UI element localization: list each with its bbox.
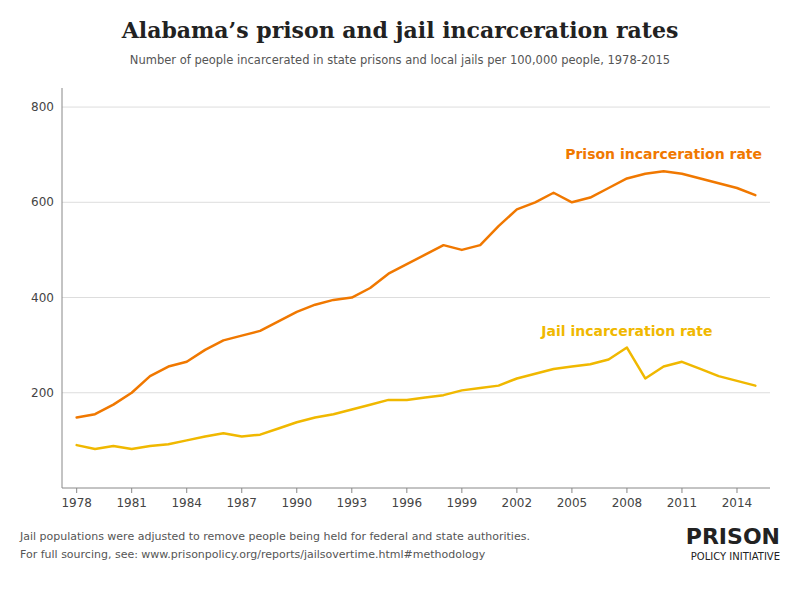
x-tick-label: 1987 bbox=[226, 496, 257, 510]
grid-line bbox=[62, 202, 770, 203]
x-tick-label: 1996 bbox=[392, 496, 423, 510]
y-tick-label: 200 bbox=[31, 386, 54, 400]
x-tick-label: 2002 bbox=[502, 496, 533, 510]
x-tick bbox=[516, 488, 517, 493]
x-tick-label: 1984 bbox=[171, 496, 202, 510]
x-tick bbox=[571, 488, 572, 493]
x-tick-label: 1978 bbox=[61, 496, 92, 510]
title: Alabama’s prison and jail incarceration … bbox=[121, 17, 679, 43]
x-tick-label: 1999 bbox=[447, 496, 478, 510]
x-tick-label: 2011 bbox=[667, 496, 698, 510]
x-tick bbox=[351, 488, 352, 493]
series-line bbox=[77, 171, 756, 417]
x-tick bbox=[626, 488, 627, 493]
x-tick-label: 1993 bbox=[337, 496, 368, 510]
x-tick bbox=[131, 488, 132, 493]
x-tick-label: 1981 bbox=[116, 496, 147, 510]
x-tick-label: 2014 bbox=[722, 496, 753, 510]
series-label: Prison incarceration rate bbox=[565, 146, 762, 162]
x-tick bbox=[406, 488, 407, 493]
grid bbox=[62, 107, 770, 393]
footnote: Jail populations were adjusted to remove… bbox=[19, 530, 530, 543]
x-tick bbox=[296, 488, 297, 493]
grid-line bbox=[62, 107, 770, 108]
x-tick-label: 2008 bbox=[612, 496, 643, 510]
series-line bbox=[77, 348, 756, 449]
background bbox=[0, 0, 800, 600]
logo: PRISON bbox=[686, 524, 780, 549]
x-tick-label: 2005 bbox=[557, 496, 588, 510]
x-axis bbox=[62, 488, 770, 489]
y-tick-label: 400 bbox=[31, 291, 54, 305]
y-tick-label: 600 bbox=[31, 195, 54, 209]
subtitle: Number of people incarcerated in state p… bbox=[130, 53, 670, 67]
grid-line bbox=[62, 392, 770, 393]
logo-sub: POLICY INITIATIVE bbox=[691, 551, 780, 562]
series-label: Jail incarceration rate bbox=[540, 323, 712, 339]
x-tick bbox=[241, 488, 242, 493]
y-axis bbox=[62, 88, 63, 488]
chart: Alabama’s prison and jail incarceration … bbox=[0, 0, 800, 600]
grid-line bbox=[62, 297, 770, 298]
x-tick bbox=[736, 488, 737, 493]
series-group bbox=[77, 171, 756, 449]
x-tick bbox=[186, 488, 187, 493]
x-tick-label: 1990 bbox=[282, 496, 313, 510]
y-tick-label: 800 bbox=[31, 100, 54, 114]
x-tick bbox=[681, 488, 682, 493]
x-tick bbox=[461, 488, 462, 493]
footnote: For full sourcing, see: www.prisonpolicy… bbox=[20, 548, 486, 561]
x-tick bbox=[76, 488, 77, 493]
